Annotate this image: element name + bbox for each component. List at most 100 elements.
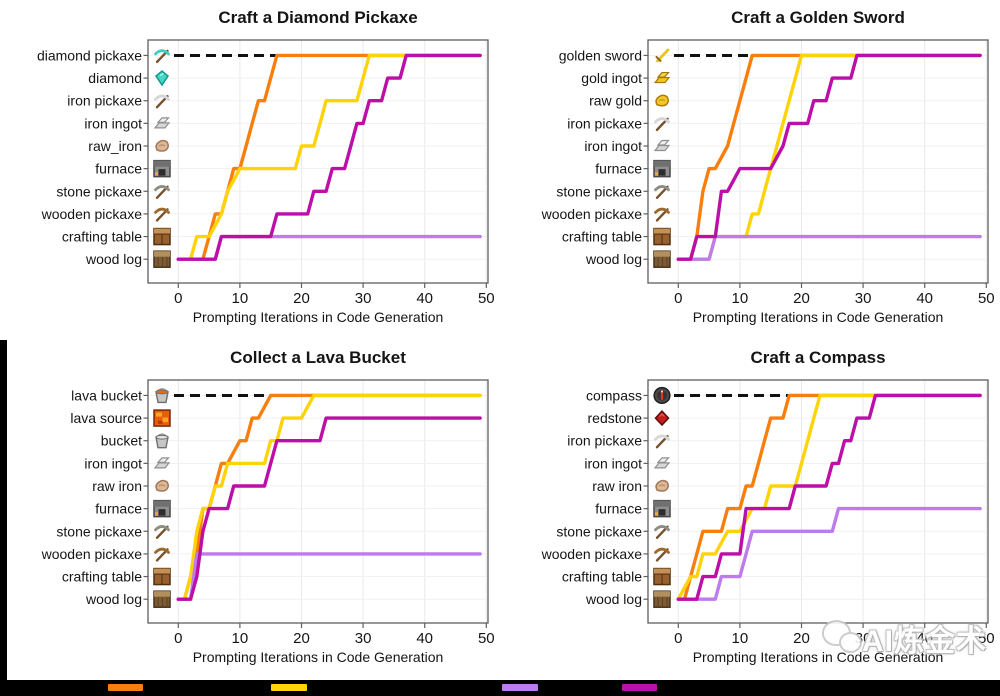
y-tick-label: crafting table: [562, 229, 642, 245]
legend-swatch-light-purple: [502, 684, 538, 691]
x-tick-label: 40: [416, 290, 433, 307]
y-tick-label: iron pickaxe: [567, 433, 642, 449]
x-tick-label: 20: [793, 290, 810, 307]
x-tick-label: 50: [978, 630, 995, 647]
wood-log-icon: [153, 250, 171, 268]
wooden-pickaxe-icon: [154, 547, 170, 562]
chart-svg: wood log crafting table wooden pickaxe ston…: [37, 8, 495, 325]
y-tick-label: raw_iron: [88, 138, 142, 154]
furnace-icon: [153, 499, 171, 518]
wood-log-icon: [653, 250, 671, 268]
iron-ingot-icon: [653, 457, 671, 469]
plot-border: [147, 379, 489, 624]
x-tick-label: 30: [355, 630, 372, 647]
crafting-table-icon: [153, 227, 171, 246]
chart-svg: wood log crafting table wooden pickaxe ston…: [41, 348, 495, 665]
diamond-icon: [155, 70, 169, 87]
x-tick-label: 30: [355, 290, 372, 307]
y-tick-label: wood log: [85, 251, 142, 267]
y-tick-label: compass: [586, 387, 642, 403]
crafting-table-icon: [653, 567, 671, 586]
x-axis-label: Prompting Iterations in Code Generation: [693, 649, 944, 665]
x-tick-label: 0: [674, 630, 682, 647]
chart-panel-compass: wood log crafting table wooden pickaxe ston…: [500, 340, 1000, 675]
series-line-magenta: [176, 53, 482, 261]
series-line-yellow: [182, 393, 482, 601]
y-tick-label: bucket: [101, 433, 142, 449]
series-line-magenta: [676, 393, 982, 601]
diamond-pickaxe-icon: [154, 49, 170, 64]
chart-panel-lava-bucket: wood log crafting table wooden pickaxe ston…: [0, 340, 500, 675]
iron-ingot-icon: [153, 457, 171, 469]
chart-svg: wood log crafting table wooden pickaxe ston…: [541, 348, 995, 665]
stone-pickaxe-icon: [654, 185, 670, 199]
x-tick-label: 20: [793, 630, 810, 647]
y-tick-label: crafting table: [62, 229, 142, 245]
x-axis-label: Prompting Iterations in Code Generation: [693, 309, 944, 325]
y-tick-label: raw gold: [589, 93, 642, 109]
y-tick-label: iron pickaxe: [67, 93, 142, 109]
chart-title: Craft a Golden Sword: [731, 8, 905, 27]
y-tick-label: wooden pickaxe: [41, 206, 143, 222]
series-line-orange: [682, 393, 982, 601]
x-tick-label: 10: [732, 630, 749, 647]
x-tick-label: 40: [916, 290, 933, 307]
y-tick-label: redstone: [588, 410, 643, 426]
x-tick-label: 10: [732, 290, 749, 307]
y-tick-label: furnace: [95, 501, 142, 517]
series-line-light-purple: [176, 234, 482, 261]
y-tick-label: wooden pickaxe: [41, 546, 143, 562]
x-tick-label: 0: [174, 630, 182, 647]
x-tick-label: 0: [674, 290, 682, 307]
y-tick-label: furnace: [595, 161, 642, 177]
y-tick-label: lava bucket: [71, 387, 142, 403]
series-line-orange: [201, 53, 482, 261]
y-tick-label: wood log: [585, 251, 642, 267]
iron-pickaxe-icon: [654, 117, 670, 132]
iron-ingot-icon: [153, 117, 171, 129]
iron-ingot-icon: [653, 139, 671, 152]
y-tick-label: diamond: [88, 70, 142, 86]
compass-icon: [653, 386, 671, 405]
y-tick-label: wooden pickaxe: [541, 546, 643, 562]
x-tick-label: 20: [293, 630, 310, 647]
y-tick-label: wood log: [585, 591, 642, 607]
chart-title: Collect a Lava Bucket: [230, 348, 406, 367]
y-tick-label: raw iron: [92, 478, 142, 494]
y-tick-label: crafting table: [62, 569, 142, 585]
x-tick-label: 10: [232, 290, 249, 307]
y-tick-label: stone pickaxe: [56, 523, 142, 539]
furnace-icon: [153, 159, 171, 178]
iron-pickaxe-icon: [654, 434, 670, 449]
bucket-icon: [155, 433, 169, 449]
gold-ingot-icon: [653, 71, 671, 84]
y-tick-label: iron ingot: [584, 138, 642, 154]
x-tick-label: 50: [478, 630, 495, 647]
chart-title: Craft a Compass: [750, 348, 885, 367]
chart-panel-golden-sword: wood log crafting table wooden pickaxe ston…: [500, 0, 1000, 335]
legend-swatch-yellow: [271, 684, 307, 691]
x-tick-label: 50: [478, 290, 495, 307]
chart-panel-diamond-pickaxe: wood log crafting table wooden pickaxe ston…: [0, 0, 500, 335]
series-line-magenta: [176, 416, 482, 601]
x-axis-label: Prompting Iterations in Code Generation: [193, 649, 444, 665]
iron-pickaxe-icon: [154, 94, 170, 109]
x-axis-label: Prompting Iterations in Code Generation: [193, 309, 444, 325]
y-tick-label: furnace: [95, 161, 142, 177]
x-tick-label: 30: [855, 630, 872, 647]
x-tick-label: 20: [293, 290, 310, 307]
series-line-yellow: [188, 53, 482, 261]
x-tick-label: 10: [232, 630, 249, 647]
furnace-icon: [653, 499, 671, 518]
stone-pickaxe-icon: [154, 185, 170, 199]
series-line-orange: [688, 53, 982, 261]
y-tick-label: iron ingot: [84, 455, 142, 471]
y-tick-label: stone pickaxe: [56, 183, 142, 199]
x-tick-label: 40: [916, 630, 933, 647]
lava-bucket-icon: [155, 388, 169, 404]
y-tick-label: wooden pickaxe: [541, 206, 643, 222]
golden-sword-icon: [655, 48, 670, 63]
y-tick-label: golden sword: [559, 47, 642, 63]
series-line-light-purple: [676, 234, 982, 261]
